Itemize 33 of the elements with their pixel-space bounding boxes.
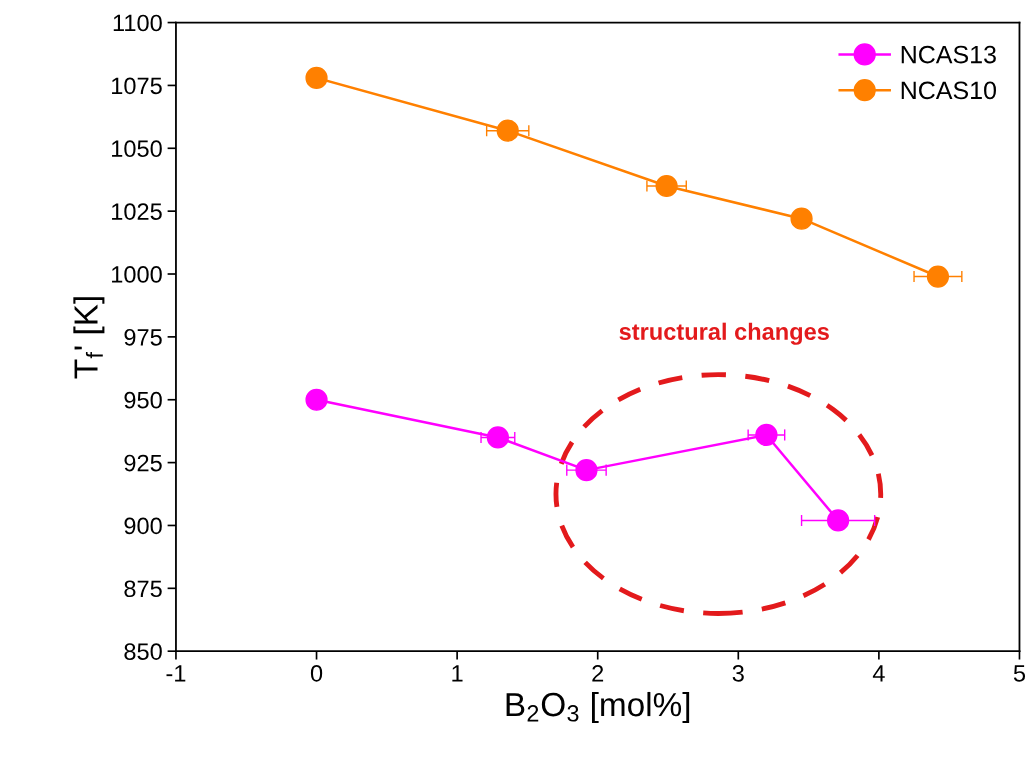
y-tick-label: 1025 — [112, 203, 162, 220]
y-axis-title: T$_{f}$' [K] — [73, 297, 105, 379]
point — [305, 66, 328, 89]
x-tick-label: 3 — [732, 665, 744, 682]
y-tick-label: 1000 — [112, 266, 162, 283]
x-tick-label: 2 — [592, 665, 604, 682]
x-tick-label: 5 — [1013, 665, 1026, 682]
y-tick-label: 1050 — [112, 140, 162, 158]
point — [655, 174, 678, 198]
annotation: structural changes — [619, 322, 829, 345]
point — [496, 119, 519, 142]
y-tick-label: 975 — [124, 328, 162, 346]
legend-label: NCAS13 — [901, 45, 996, 64]
y-tick-label: 1100 — [113, 14, 162, 32]
y-tick-label: 925 — [124, 454, 162, 472]
y-tick-label: 1075 — [112, 77, 162, 95]
y-tick-label: 850 — [124, 643, 162, 660]
legend-label: NCAS10 — [901, 81, 996, 100]
x-tick-label: 1 — [452, 665, 463, 682]
point — [305, 388, 328, 411]
x-tick-label: 0 — [310, 665, 323, 682]
x-tick-label: -1 — [166, 665, 186, 682]
point — [926, 265, 950, 288]
x-axis-title: B$_{2}$O$_{3}$ [mol%] — [506, 691, 690, 724]
point — [755, 423, 778, 447]
point — [827, 509, 850, 532]
y-tick-label: 900 — [124, 517, 162, 535]
x-tick-label: 4 — [872, 665, 885, 682]
point — [575, 459, 598, 482]
y-tick-label: 950 — [124, 391, 162, 409]
point — [790, 207, 813, 230]
y-tick-label: 875 — [124, 580, 162, 598]
point — [486, 426, 510, 449]
